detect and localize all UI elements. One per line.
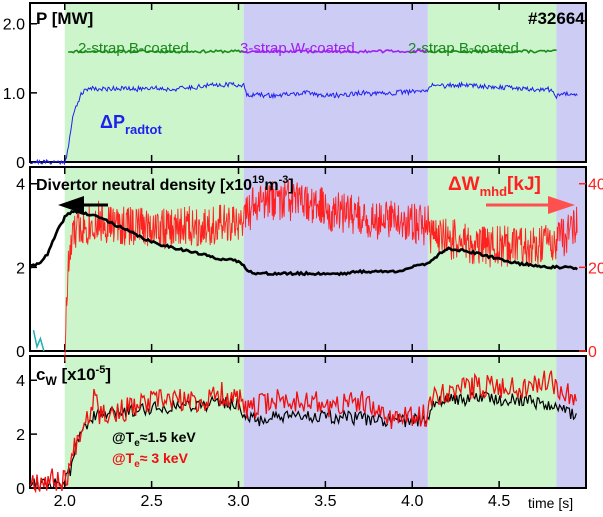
- x-tick-label: 3.5: [314, 493, 336, 510]
- legend-te-3-sub: e: [134, 459, 140, 470]
- y-tick-label: 0: [16, 155, 25, 172]
- density-label-exp: 19: [252, 174, 264, 186]
- cw-label-exp: -5: [96, 364, 106, 376]
- power-trace-1: [68, 48, 244, 54]
- wmhd-label-unit: [kJ]: [507, 174, 541, 195]
- x-tick-label: 4.5: [488, 493, 510, 510]
- legend-te-15-pre: @T: [112, 429, 135, 445]
- phase-label-3: 2-strap B-coated: [408, 40, 519, 57]
- phase-band-1-panel-3: [64, 356, 244, 488]
- cw-panel-title: cW [x10-5]: [36, 364, 111, 388]
- y-tick-label: 4: [16, 177, 25, 194]
- cw-label-sub: W: [45, 374, 57, 388]
- cw-label-close: ]: [105, 365, 111, 384]
- wmhd-label-main: ΔW: [448, 174, 480, 195]
- phase-band-2-panel-1: [243, 3, 428, 162]
- phase-band-4-panel-1: [556, 3, 586, 162]
- y-tick-label: 1.0: [3, 86, 25, 103]
- x-tick-label: 4.0: [401, 493, 423, 510]
- cw-trace-te-3: [29, 370, 577, 494]
- data-series: [28, 48, 578, 494]
- legend-te-3-post: ≈ 3 keV: [140, 450, 189, 466]
- y2-tick-label: 40: [588, 177, 603, 194]
- wmhd-axis-label: ΔWmhd[kJ]: [448, 174, 541, 199]
- left-arrow-icon: [58, 196, 108, 214]
- y2-tick-label: 20: [588, 260, 603, 277]
- phase-label-2: 3-strap W-coated: [240, 40, 355, 57]
- right-arrow-icon: [486, 196, 575, 214]
- wmhd-trace: [64, 179, 578, 362]
- y-tick-label: 0: [16, 344, 25, 361]
- density-label-unit: m: [264, 177, 278, 194]
- y-tick-label: 0: [16, 481, 25, 498]
- phase-band-3-panel-3: [427, 356, 557, 488]
- time-axis-label: time [s]: [528, 495, 573, 511]
- y-tick-label: 4: [16, 373, 25, 390]
- phase-band-3-panel-1: [427, 3, 557, 162]
- legend-te-3: @Te≈ 3 keV: [112, 450, 189, 470]
- density-axis-label: Divertor neutral density [x1019m-3]: [36, 174, 294, 194]
- phase-band-4-panel-2: [556, 167, 586, 351]
- prad-label-sub: radtot: [125, 122, 163, 137]
- cw-label-unit: [x10: [57, 365, 96, 384]
- legend-te-15-post: ≈1.5 keV: [140, 429, 197, 445]
- legend-te-15-sub: e: [134, 438, 140, 449]
- x-tick-label: 2.5: [141, 493, 163, 510]
- density-label-unit-exp: -3: [279, 174, 289, 186]
- prad-trace: [29, 81, 578, 166]
- density-trace: [28, 209, 578, 277]
- y-tick-label: 2: [16, 260, 25, 277]
- phase-band-4-panel-3: [556, 356, 586, 488]
- power-trace-2: [243, 48, 428, 55]
- y2-tick-label: 0: [588, 344, 597, 361]
- x-tick-label: 3.0: [227, 493, 249, 510]
- prad-label: ΔPradtot: [100, 112, 162, 137]
- legend-te-15: @Te≈1.5 keV: [112, 429, 196, 449]
- panel-frame-3: [29, 355, 587, 489]
- density-label-main: Divertor neutral density [x10: [36, 177, 252, 194]
- legend-te-3-pre: @T: [112, 450, 135, 466]
- panel-frame-2: [29, 166, 587, 352]
- y-tick-label: 2: [16, 427, 25, 444]
- y-tick-label: 2.0: [3, 17, 25, 34]
- power-trace-3: [427, 48, 557, 55]
- phase-bands: [64, 3, 586, 488]
- phase-band-1-panel-1: [64, 3, 244, 162]
- wmhd-label-sub: mhd: [480, 184, 508, 199]
- shot-number: #32664: [528, 9, 585, 28]
- x-tick-label: 2.0: [54, 493, 76, 510]
- cyan-trace: [32, 329, 45, 352]
- cw-label-main: c: [36, 365, 45, 384]
- phase-band-2-panel-3: [243, 356, 428, 488]
- density-label-close: ]: [288, 177, 293, 194]
- prad-label-main: ΔP: [100, 112, 125, 132]
- phase-label-1: 2-strap B-coated: [78, 40, 189, 57]
- panel-frame-1: [29, 2, 587, 163]
- power-panel-title: P [MW]: [36, 9, 93, 28]
